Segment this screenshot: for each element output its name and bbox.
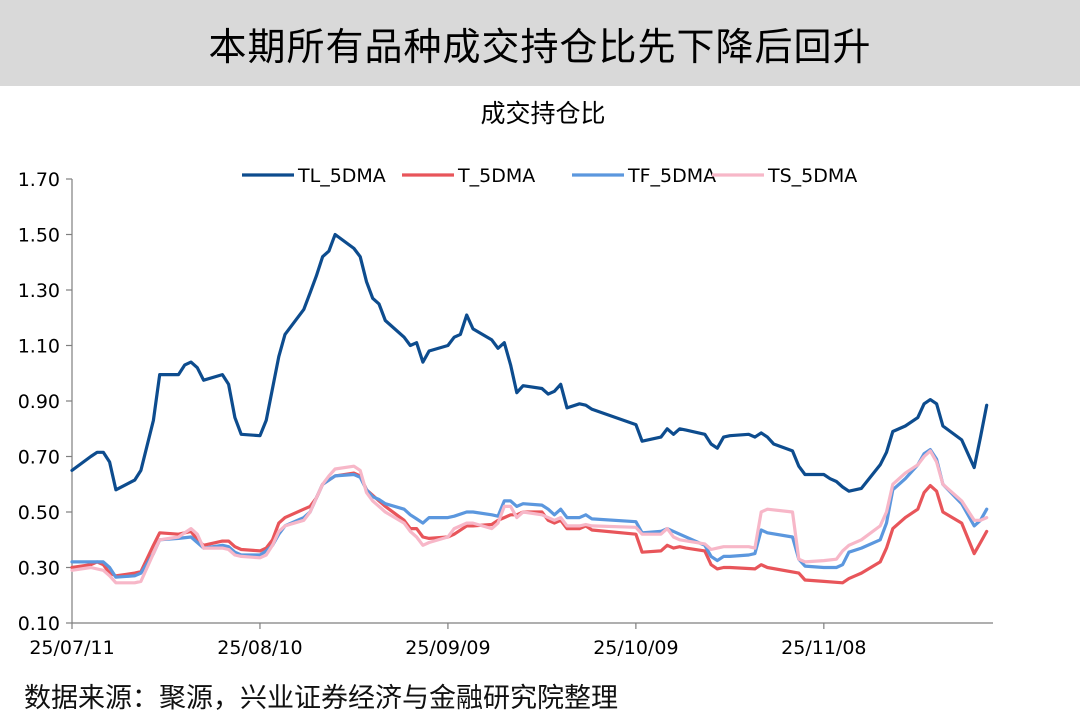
x-tick-label: 25/07/11 [29, 637, 114, 659]
legend-label: T_5DMA [457, 165, 535, 187]
y-tick-label: 1.50 [18, 225, 60, 247]
legend-label: TF_5DMA [627, 165, 716, 187]
y-tick-label: 0.10 [18, 613, 60, 635]
y-tick-label: 1.30 [18, 280, 60, 302]
chart-legend: TL_5DMA T_5DMA TF_5DMA TS_5DMA [242, 165, 857, 187]
line-chart: 成交持仓比 TL_5DMA T_5DMA TF_5DMA TS_5DMA 0.100.… [18, 99, 993, 659]
y-tick-label: 1.70 [18, 169, 60, 191]
series-line-ts-5dma [70, 449, 989, 585]
y-tick-label: 0.30 [18, 558, 60, 580]
x-tick-label: 25/10/09 [593, 637, 678, 659]
source-note: 数据来源：聚源，兴业证券经济与金融研究院整理 [24, 683, 618, 714]
y-axis: 0.10 0.30 0.50 0.70 0.90 1.10 1.30 1.50 1.70 [18, 169, 73, 635]
series-line-tl-5dma [70, 232, 989, 493]
x-tick-label: 25/09/09 [405, 637, 490, 659]
legend-label: TS_5DMA [767, 165, 857, 187]
series-line-t-5dma [70, 471, 989, 585]
x-tick-label: 25/11/08 [781, 637, 866, 659]
title-bar: 本期所有品种成交持仓比先下降后回升 [0, 0, 1080, 86]
series-line-tf-5dma [70, 448, 989, 579]
legend-label: TL_5DMA [297, 165, 386, 187]
x-tick-label: 25/08/10 [217, 637, 302, 659]
y-tick-label: 1.10 [18, 336, 60, 358]
y-tick-label: 0.90 [18, 391, 60, 413]
plot-lines [70, 232, 989, 585]
y-tick-label: 0.50 [18, 502, 60, 524]
x-axis: 25/07/11 25/08/10 25/09/09 25/10/09 25/11/08 [29, 622, 993, 659]
chart-title: 成交持仓比 [480, 99, 605, 128]
page-title: 本期所有品种成交持仓比先下降后回升 [208, 24, 872, 69]
y-tick-label: 0.70 [18, 447, 60, 469]
